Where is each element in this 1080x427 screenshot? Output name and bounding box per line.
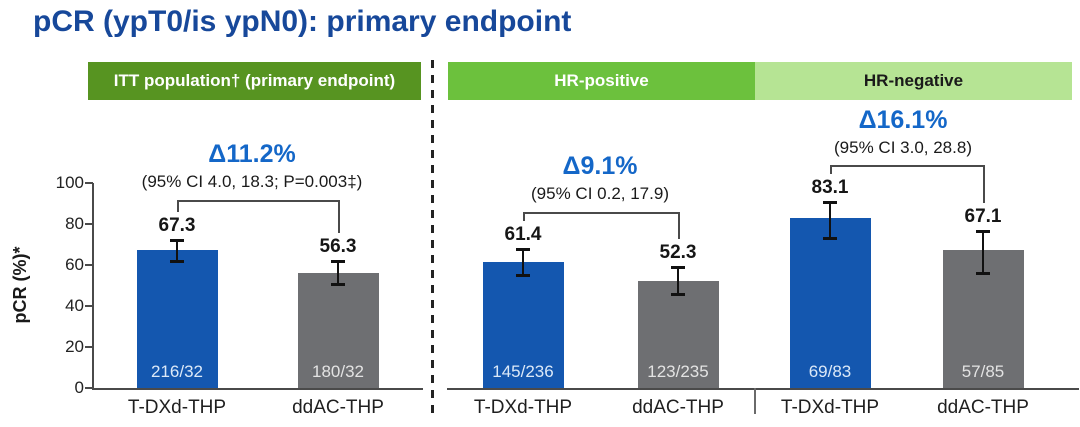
band-itt-population: ITT population† (primary endpoint) [88,62,421,100]
error-bar-bottom-cap [170,260,184,264]
delta-label: Δ11.2% [208,140,296,168]
error-bar [677,267,679,295]
y-tick-mark [85,346,93,348]
y-tick-label: 0 [74,378,84,397]
comparison-bracket-arm [983,165,985,203]
x-axis-baseline-hr [447,388,1079,390]
delta-label: Δ16.1% [858,106,948,134]
band-itt-label: ITT population† (primary endpoint) [113,71,396,90]
y-tick-label: 100 [55,173,84,192]
bar-value-label: 67.1 [964,205,1002,227]
x-axis-arm-label: ddAC-THP [937,397,1029,418]
band-hr-negative: HR-negative [755,62,1072,100]
y-tick-mark [85,387,93,389]
error-bar-bottom-cap [976,272,990,276]
y-tick-label: 40 [65,296,84,315]
bar-ddac-thp [637,280,719,388]
bar-value-label: 61.4 [504,224,542,246]
error-bar [176,239,178,262]
bar-fraction-label: 216/32 [151,362,203,381]
error-bar-top-cap [331,260,345,264]
error-bar-top-cap [823,201,837,205]
y-tick-label: 20 [65,337,84,356]
delta-label: Δ9.1% [562,152,638,180]
panel-separator-dashed-line [431,60,434,420]
error-bar-top-cap [516,248,530,252]
error-bar [829,202,831,238]
y-axis-line [92,183,94,389]
y-tick-mark [85,305,93,307]
x-axis-arm-label: ddAC-THP [632,397,724,418]
x-axis-baseline-itt [92,388,423,390]
ci-confidence-label: (95% CI 0.2, 17.9) [531,184,669,203]
x-axis-arm-label: T-DXd-THP [127,397,227,418]
error-bar [982,230,984,274]
y-tick-mark [85,264,93,266]
error-bar [522,249,524,276]
x-axis-arm-label: ddAC-THP [292,397,384,418]
bar-ddac-thp [297,272,379,388]
comparison-bracket-line [830,165,983,167]
band-hr-positive: HR-positive [448,62,755,100]
comparison-bracket-arm [338,200,340,234]
bar-fraction-label: 180/32 [312,362,364,381]
bar-fraction-label: 69/83 [808,362,852,381]
bar-tdxd-thp [789,217,871,388]
error-bar-bottom-cap [331,283,345,287]
comparison-bracket-arm [830,165,832,175]
band-hr-positive-label: HR-positive [554,71,649,90]
comparison-bracket-line [523,212,678,214]
y-tick-mark [85,223,93,225]
error-bar-top-cap [671,266,685,270]
y-tick-mark [85,182,93,184]
comparison-bracket-line [177,200,338,202]
bar-value-label: 83.1 [811,177,849,199]
comparison-bracket-arm [678,212,680,240]
error-bar-bottom-cap [823,236,837,240]
y-tick-label: 60 [65,255,84,274]
slide-title: pCR (ypT0/is ypN0): primary endpoint [33,5,572,38]
bar-tdxd-thp [136,250,218,388]
bar-fraction-label: 123/235 [647,362,709,381]
x-axis-arm-label: T-DXd-THP [473,397,573,418]
band-hr-negative-label: HR-negative [863,71,964,90]
bar-value-label: 67.3 [158,214,196,236]
error-bar-top-cap [976,229,990,233]
ci-confidence-label: (95% CI 3.0, 28.8) [834,138,972,157]
hr-group-separator-tick [754,388,756,414]
bar-value-label: 52.3 [659,242,697,264]
x-axis-arm-label: T-DXd-THP [780,397,880,418]
error-bar [337,261,339,285]
error-bar-top-cap [170,238,184,242]
error-bar-bottom-cap [516,274,530,278]
bar-value-label: 56.3 [319,236,357,258]
bar-tdxd-thp [482,262,564,388]
y-tick-label: 80 [65,214,84,233]
ci-confidence-label: (95% CI 4.0, 18.3; P=0.003‡) [141,172,363,191]
error-bar-bottom-cap [671,293,685,297]
bar-fraction-label: 57/85 [961,362,1005,381]
y-axis-title: pCR (%)* [10,246,30,324]
comparison-bracket-arm [523,212,525,222]
bar-fraction-label: 145/236 [492,362,554,381]
comparison-bracket-arm [177,200,179,212]
